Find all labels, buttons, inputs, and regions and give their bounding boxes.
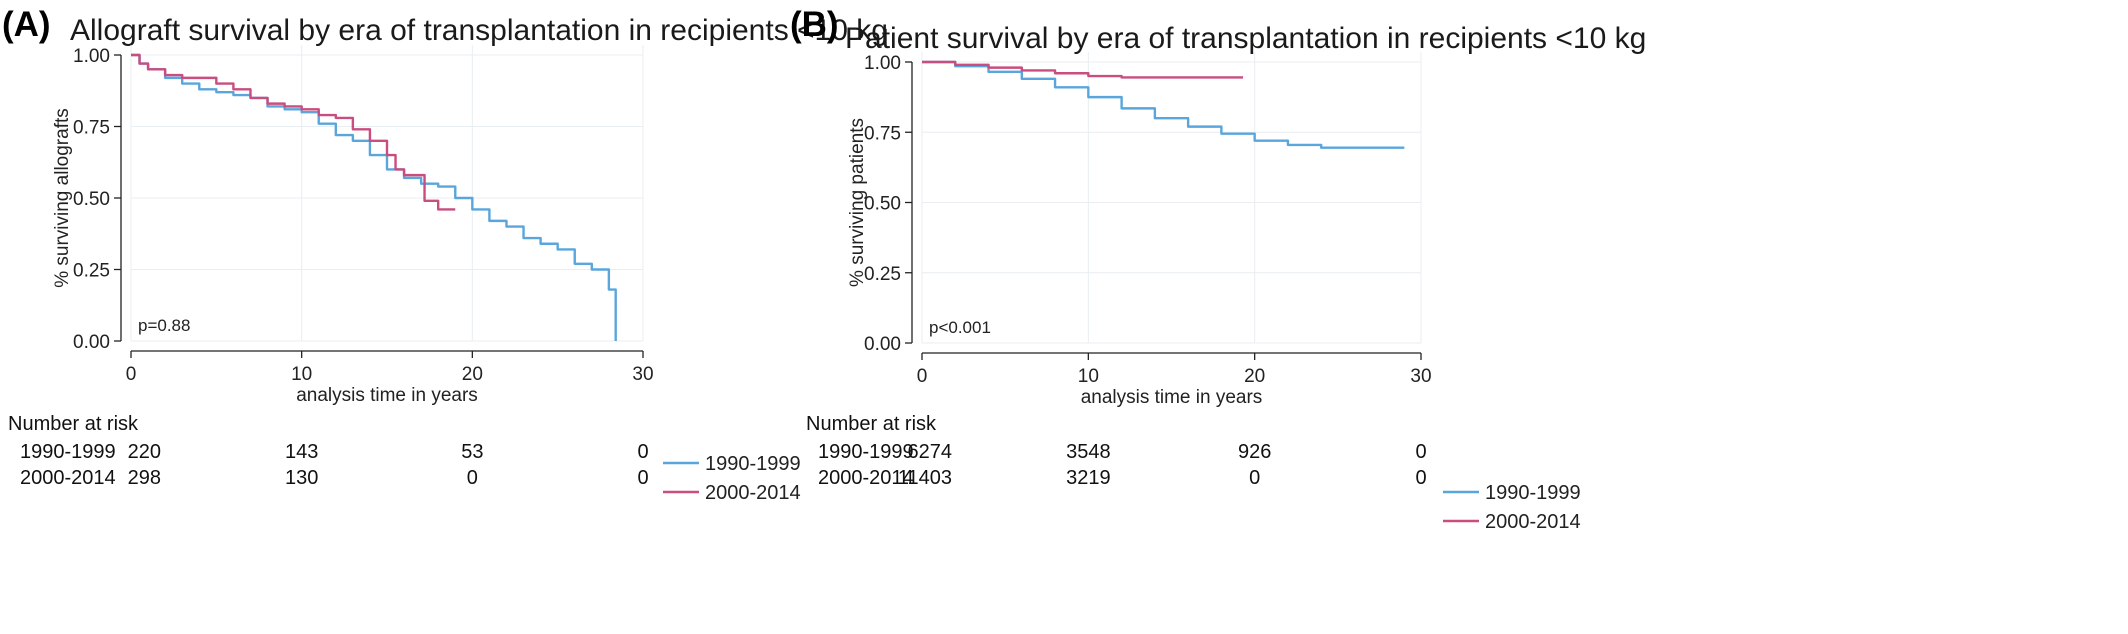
risk-value: 6274 bbox=[908, 441, 953, 463]
y-tick-label: 0.00 bbox=[73, 332, 110, 353]
x-tick-label: 20 bbox=[1244, 366, 1265, 387]
p-value-annotation: p=0.88 bbox=[138, 316, 190, 335]
x-tick-label: 0 bbox=[126, 364, 137, 385]
risk-value: 0 bbox=[1415, 441, 1426, 463]
risk-value: 3219 bbox=[1066, 467, 1111, 489]
x-axis-label: analysis time in years bbox=[296, 385, 478, 406]
x-tick-label: 10 bbox=[291, 364, 312, 385]
p-value-annotation: p<0.001 bbox=[929, 318, 991, 337]
risk-value: 3548 bbox=[1066, 441, 1111, 463]
series-line-1990-1999 bbox=[131, 53, 617, 341]
x-tick-label: 20 bbox=[462, 364, 483, 385]
y-tick-label: 0.50 bbox=[864, 194, 901, 215]
y-tick-label: 0.75 bbox=[864, 123, 901, 144]
risk-value: 0 bbox=[637, 467, 648, 489]
risk-value: 130 bbox=[285, 467, 318, 489]
risk-value: 0 bbox=[1249, 467, 1260, 489]
y-tick-label: 1.00 bbox=[864, 53, 901, 74]
series-line-2000-2014 bbox=[131, 53, 456, 211]
y-axis-label: % surviving allografts bbox=[52, 108, 73, 288]
risk-value: 143 bbox=[285, 441, 318, 463]
y-axis-label: % surviving patients bbox=[847, 118, 868, 287]
y-tick-label: 0.50 bbox=[73, 189, 110, 210]
risk-value: 11403 bbox=[898, 467, 952, 489]
risk-value: 0 bbox=[467, 467, 478, 489]
x-tick-label: 30 bbox=[632, 364, 653, 385]
y-tick-label: 0.00 bbox=[864, 334, 901, 355]
risk-value: 926 bbox=[1238, 441, 1271, 463]
y-tick-label: 0.25 bbox=[73, 261, 110, 282]
x-tick-label: 30 bbox=[1410, 366, 1431, 387]
x-tick-label: 0 bbox=[917, 366, 928, 387]
panel-a: (A) Allograft survival by era of transpla… bbox=[2, 5, 888, 504]
risk-row-label: 1990-1999 bbox=[20, 441, 116, 463]
risk-row-label: 1990-1999 bbox=[818, 441, 914, 463]
risk-row-label: 2000-2014 bbox=[818, 467, 914, 489]
legend-entry: 2000-2014 bbox=[705, 482, 801, 504]
chart-title: Allograft survival by era of transplanta… bbox=[70, 14, 888, 47]
legend-entry: 1990-1999 bbox=[705, 453, 801, 475]
risk-table-title: Number at risk bbox=[8, 413, 139, 435]
risk-value: 220 bbox=[128, 441, 161, 463]
panel-label: (A) bbox=[2, 5, 51, 44]
legend-entry: 2000-2014 bbox=[1485, 511, 1581, 533]
x-axis-label: analysis time in years bbox=[1081, 387, 1263, 408]
panel-label: (B) bbox=[790, 5, 839, 44]
panel-b: (B) Patient survival by era of transplant… bbox=[790, 5, 1646, 533]
risk-value: 0 bbox=[1415, 467, 1426, 489]
chart-title: Patient survival by era of transplantati… bbox=[845, 22, 1646, 55]
risk-value: 0 bbox=[637, 441, 648, 463]
risk-row-label: 2000-2014 bbox=[20, 467, 116, 489]
y-tick-label: 0.75 bbox=[73, 118, 110, 139]
y-tick-label: 0.25 bbox=[864, 264, 901, 285]
risk-value: 53 bbox=[461, 441, 483, 463]
x-tick-label: 10 bbox=[1078, 366, 1099, 387]
y-tick-label: 1.00 bbox=[73, 46, 110, 67]
risk-table-title: Number at risk bbox=[806, 413, 937, 435]
series-line-2000-2014 bbox=[922, 60, 1244, 79]
risk-value: 298 bbox=[128, 467, 161, 489]
legend-entry: 1990-1999 bbox=[1485, 482, 1581, 504]
series-line-1990-1999 bbox=[922, 60, 1405, 149]
